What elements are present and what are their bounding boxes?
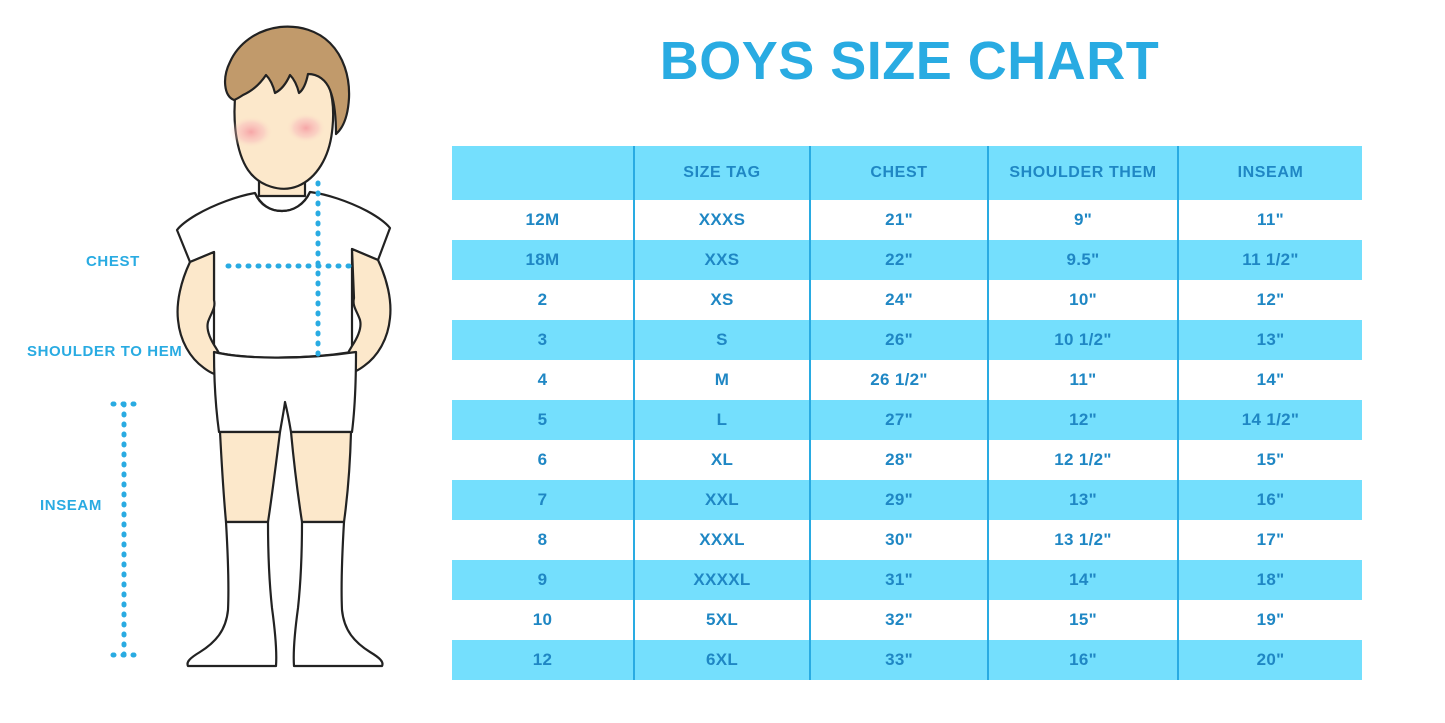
- cell-shoulder: 12": [987, 400, 1178, 440]
- cell-size-tag: 5XL: [633, 600, 810, 640]
- cell-size-tag: XXXXL: [633, 560, 810, 600]
- cell-inseam: 13": [1177, 320, 1362, 360]
- shoe-left: [186, 520, 278, 668]
- cell-size-tag: 6XL: [633, 640, 810, 680]
- boy-illustration: CHEST SHOULDER TO HEM INSEAM: [0, 0, 452, 723]
- cell-age: 9: [452, 560, 634, 600]
- table-row: 9 XXXXL 31" 14" 18": [452, 560, 1362, 600]
- cell-inseam: 11": [1177, 200, 1362, 240]
- table-row: 18M XXS 22" 9.5" 11 1/2": [452, 240, 1362, 280]
- cell-inseam: 18": [1177, 560, 1362, 600]
- cell-chest: 33": [809, 640, 988, 680]
- cell-inseam: 14 1/2": [1177, 400, 1362, 440]
- cell-chest: 26 1/2": [809, 360, 988, 400]
- cell-age: 4: [452, 360, 634, 400]
- cell-size-tag: XS: [633, 280, 810, 320]
- cell-inseam: 16": [1177, 480, 1362, 520]
- cell-shoulder: 13": [987, 480, 1178, 520]
- table-row: 3 S 26" 10 1/2" 13": [452, 320, 1362, 360]
- page-title: BOYS SIZE CHART: [659, 31, 1160, 91]
- cheek-left: [229, 116, 273, 148]
- cell-age: 5: [452, 400, 634, 440]
- cheek-right: [286, 113, 326, 143]
- cell-chest: 26": [809, 320, 988, 360]
- cell-size-tag: M: [633, 360, 810, 400]
- cell-chest: 29": [809, 480, 988, 520]
- shoulder-to-hem-measure-label: SHOULDER TO HEM: [27, 343, 183, 360]
- inseam-measure-label: INSEAM: [40, 497, 102, 514]
- cell-shoulder: 10 1/2": [987, 320, 1178, 360]
- table-row: 10 5XL 32" 15" 19": [452, 600, 1362, 640]
- cell-age: 2: [452, 280, 634, 320]
- cell-inseam: 17": [1177, 520, 1362, 560]
- cell-inseam: 15": [1177, 440, 1362, 480]
- header-row: SIZE TAG CHEST SHOULDER THEM INSEAM: [452, 146, 1362, 200]
- cell-age: 12M: [452, 200, 634, 240]
- cell-chest: 24": [809, 280, 988, 320]
- cell-chest: 21": [809, 200, 988, 240]
- boy-figure-svg: [110, 25, 392, 668]
- shorts: [212, 350, 358, 434]
- cell-age: 7: [452, 480, 634, 520]
- table-row: 8 XXXL 30" 13 1/2" 17": [452, 520, 1362, 560]
- table-row: 5 L 27" 12" 14 1/2": [452, 400, 1362, 440]
- cell-size-tag: XXL: [633, 480, 810, 520]
- cell-inseam: 19": [1177, 600, 1362, 640]
- cell-shoulder: 15": [987, 600, 1178, 640]
- size-table: SIZE TAG CHEST SHOULDER THEM INSEAM 12M X…: [452, 146, 1362, 680]
- cell-size-tag: L: [633, 400, 810, 440]
- column-header-shoulder: SHOULDER THEM: [987, 146, 1178, 200]
- cell-age: 12: [452, 640, 634, 680]
- cell-shoulder: 9.5": [987, 240, 1178, 280]
- table-row: 7 XXL 29" 13" 16": [452, 480, 1362, 520]
- column-header-size-tag: SIZE TAG: [633, 146, 810, 200]
- table-row: 12 6XL 33" 16" 20": [452, 640, 1362, 680]
- cell-shoulder: 11": [987, 360, 1178, 400]
- cell-chest: 32": [809, 600, 988, 640]
- cell-shoulder: 12 1/2": [987, 440, 1178, 480]
- table-row: 12M XXXS 21" 9" 11": [452, 200, 1362, 240]
- size-table-head: SIZE TAG CHEST SHOULDER THEM INSEAM: [452, 146, 1362, 200]
- column-header-chest: CHEST: [809, 146, 988, 200]
- cell-shoulder: 9": [987, 200, 1178, 240]
- cell-shoulder: 10": [987, 280, 1178, 320]
- cell-shoulder: 16": [987, 640, 1178, 680]
- cell-inseam: 20": [1177, 640, 1362, 680]
- leg-left: [218, 430, 282, 524]
- size-table-container: SIZE TAG CHEST SHOULDER THEM INSEAM 12M X…: [452, 146, 1362, 680]
- table-row: 4 M 26 1/2" 11" 14": [452, 360, 1362, 400]
- cell-chest: 27": [809, 400, 988, 440]
- table-row: 6 XL 28" 12 1/2" 15": [452, 440, 1362, 480]
- cell-shoulder: 13 1/2": [987, 520, 1178, 560]
- cell-chest: 28": [809, 440, 988, 480]
- cell-age: 18M: [452, 240, 634, 280]
- cell-age: 6: [452, 440, 634, 480]
- cell-chest: 31": [809, 560, 988, 600]
- cell-size-tag: XXXS: [633, 200, 810, 240]
- cell-age: 3: [452, 320, 634, 360]
- chest-measure-label: CHEST: [86, 253, 140, 270]
- hair: [224, 25, 351, 136]
- column-header-age: [452, 146, 634, 200]
- cell-size-tag: XXS: [633, 240, 810, 280]
- cell-age: 10: [452, 600, 634, 640]
- table-row: 2 XS 24" 10" 12": [452, 280, 1362, 320]
- shoe-right: [292, 520, 384, 668]
- cell-inseam: 14": [1177, 360, 1362, 400]
- size-table-body: 12M XXXS 21" 9" 11" 18M XXS 22" 9.5" 11 1/2" 2 XS 24…: [452, 200, 1362, 680]
- tshirt: [175, 190, 392, 359]
- column-header-inseam: INSEAM: [1177, 146, 1362, 200]
- cell-shoulder: 14": [987, 560, 1178, 600]
- cell-chest: 30": [809, 520, 988, 560]
- cell-size-tag: XL: [633, 440, 810, 480]
- cell-inseam: 11 1/2": [1177, 240, 1362, 280]
- cell-size-tag: S: [633, 320, 810, 360]
- cell-size-tag: XXXL: [633, 520, 810, 560]
- leg-right: [289, 430, 353, 524]
- cell-age: 8: [452, 520, 634, 560]
- cell-inseam: 12": [1177, 280, 1362, 320]
- cell-chest: 22": [809, 240, 988, 280]
